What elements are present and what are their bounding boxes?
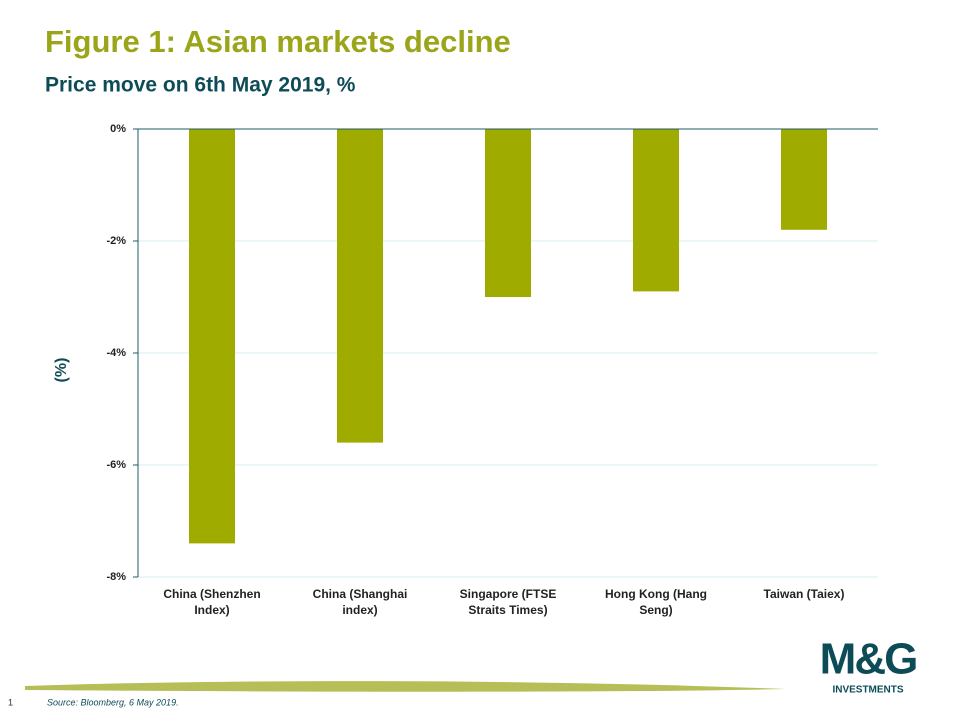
y-tick-label: -8% xyxy=(106,571,126,583)
bar xyxy=(189,129,235,544)
x-tick-label: China (Shanghai index) xyxy=(312,587,408,617)
brush-stroke xyxy=(25,681,785,692)
x-tick-label: Singapore (FTSE Straits Times) xyxy=(459,587,557,617)
bar xyxy=(337,129,383,443)
bar xyxy=(781,129,827,230)
page-number: 1 xyxy=(8,697,13,707)
x-tick-label: Hong Kong (Hang Seng) xyxy=(605,587,707,617)
y-axis-label: (%) xyxy=(53,358,70,383)
y-tick-label: -6% xyxy=(106,459,126,471)
y-tick-label: -4% xyxy=(106,347,126,359)
logo-brand: M&G xyxy=(820,635,917,684)
bar xyxy=(485,129,531,297)
x-tick-label: Taiwan (Taiex) xyxy=(763,587,845,601)
chart-subtitle: Price move on 6th May 2019, % xyxy=(45,74,356,97)
y-tick-label: -2% xyxy=(106,235,126,247)
chart-title: Figure 1: Asian markets decline xyxy=(45,24,511,59)
source: Source: Bloomberg, 6 May 2019. xyxy=(47,697,179,707)
y-tick-label: 0% xyxy=(110,123,126,135)
logo-tagline: INVESTMENTS xyxy=(832,685,903,696)
bar xyxy=(633,129,679,292)
x-tick-label: China (Shenzhen Index) xyxy=(163,587,261,617)
